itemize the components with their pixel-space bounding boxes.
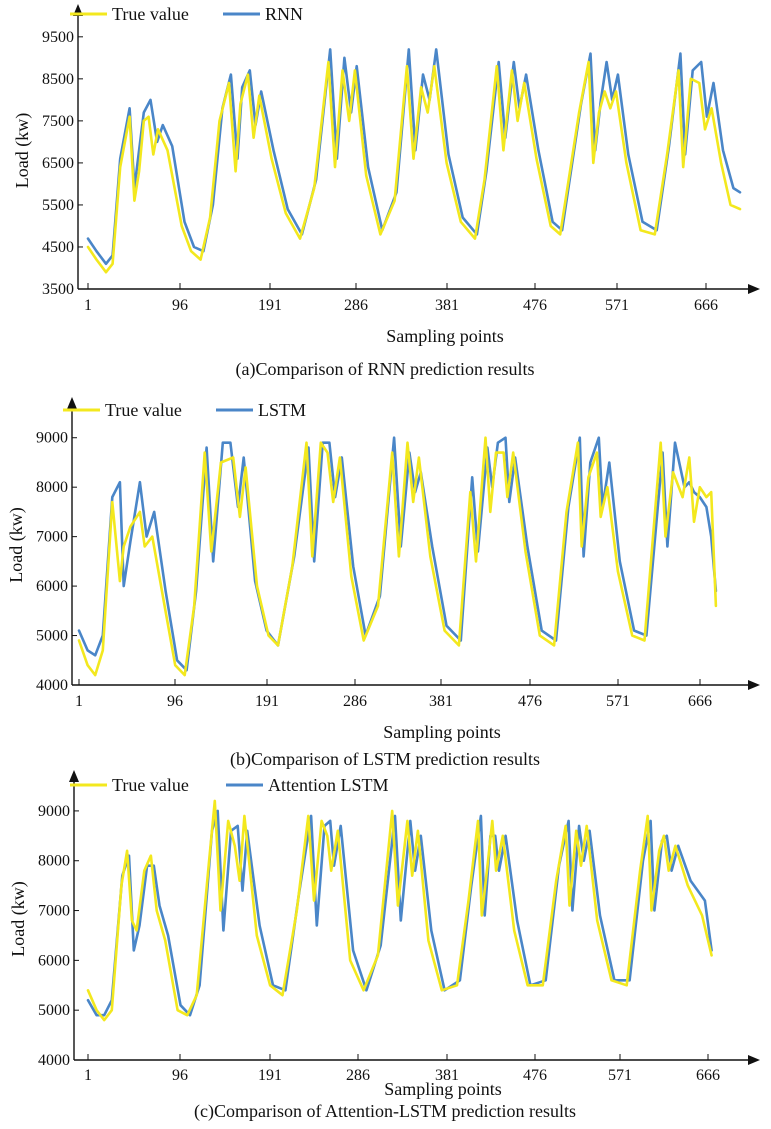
x-tick-label: 96 [172, 297, 188, 314]
y-tick-label: 3500 [42, 281, 74, 298]
y-tick-label: 9000 [38, 803, 70, 820]
x-tick-label: 666 [688, 693, 712, 710]
x-axis-arrow [748, 284, 760, 294]
x-tick-label: 571 [606, 693, 630, 710]
chart-panel-a: 3500 4500 5500 6500 7500 8500 9500 1 96 191 286 381… [12, 4, 760, 380]
x-axis-title: Sampling points [384, 1079, 502, 1099]
x-tick-label: 476 [523, 1067, 547, 1084]
y-tick-label: 5500 [42, 197, 74, 214]
y-tick-label: 5000 [38, 1002, 70, 1019]
x-axis-title: Sampling points [386, 326, 504, 346]
x-tick-label: 191 [258, 297, 282, 314]
y-axis-title: Load (kw) [12, 113, 33, 188]
legend-label: True value [112, 4, 189, 24]
y-tick-label: 5000 [36, 628, 68, 645]
chart-caption: (a)Comparison of RNN prediction results [236, 359, 535, 380]
y-tick-label: 8500 [42, 71, 74, 88]
chart-panel-b: 4000 5000 6000 7000 8000 9000 1 96 191 286 381 476 5… [6, 397, 760, 770]
chart-caption: (b)Comparison of LSTM prediction results [230, 749, 540, 770]
x-tick-label: 381 [435, 1067, 459, 1084]
legend-label: LSTM [258, 400, 306, 420]
y-tick-label: 4000 [36, 677, 68, 694]
x-tick-label: 191 [255, 693, 279, 710]
series-line-prediction [86, 809, 713, 1017]
y-tick-label: 6000 [38, 952, 70, 969]
x-tick-label: 286 [346, 1067, 370, 1084]
x-tick-label: 666 [696, 1067, 720, 1084]
x-tick-label: 96 [167, 693, 183, 710]
x-tick-label: 1 [84, 1067, 92, 1084]
y-tick-label: 7000 [38, 903, 70, 920]
legend-label: RNN [265, 4, 303, 24]
x-tick-label: 96 [172, 1067, 188, 1084]
x-tick-label: 1 [84, 297, 92, 314]
y-axis-arrow [67, 397, 77, 409]
y-axis-title: Load (kw) [8, 881, 29, 956]
y-axis-arrow [69, 770, 79, 782]
y-tick-label: 8000 [38, 853, 70, 870]
x-tick-label: 476 [518, 693, 542, 710]
series-line-true-value [77, 436, 718, 677]
series-line-prediction [86, 48, 742, 266]
x-tick-label: 571 [608, 1067, 632, 1084]
x-tick-label: 381 [429, 693, 453, 710]
y-tick-label: 4000 [38, 1052, 70, 1069]
y-tick-label: 9500 [42, 29, 74, 46]
series-line-true-value [86, 799, 713, 1022]
y-tick-label: 4500 [42, 239, 74, 256]
y-tick-label: 6500 [42, 155, 74, 172]
x-tick-label: 381 [435, 297, 459, 314]
chart-panel-c: 4000 5000 6000 7000 8000 9000 1 96 191 286 381 476 5… [8, 770, 760, 1122]
x-tick-label: 286 [344, 297, 368, 314]
y-tick-label: 7500 [42, 113, 74, 130]
y-tick-label: 6000 [36, 578, 68, 595]
x-axis-arrow [748, 1055, 760, 1065]
x-tick-label: 191 [258, 1067, 282, 1084]
legend-label: Attention LSTM [268, 775, 389, 795]
x-tick-label: 1 [75, 693, 83, 710]
y-tick-label: 9000 [36, 430, 68, 447]
x-tick-label: 286 [343, 693, 367, 710]
x-tick-label: 666 [694, 297, 718, 314]
x-axis-title: Sampling points [383, 722, 501, 742]
x-tick-label: 571 [605, 297, 629, 314]
legend-label: True value [112, 775, 189, 795]
x-axis-arrow [748, 680, 760, 690]
x-tick-label: 476 [523, 297, 547, 314]
y-axis-title: Load (kw) [6, 507, 27, 582]
legend-label: True value [105, 400, 182, 420]
y-tick-label: 7000 [36, 529, 68, 546]
y-tick-label: 8000 [36, 479, 68, 496]
series-line-true-value [86, 60, 742, 274]
chart-caption: (c)Comparison of Attention-LSTM predicti… [194, 1101, 576, 1122]
